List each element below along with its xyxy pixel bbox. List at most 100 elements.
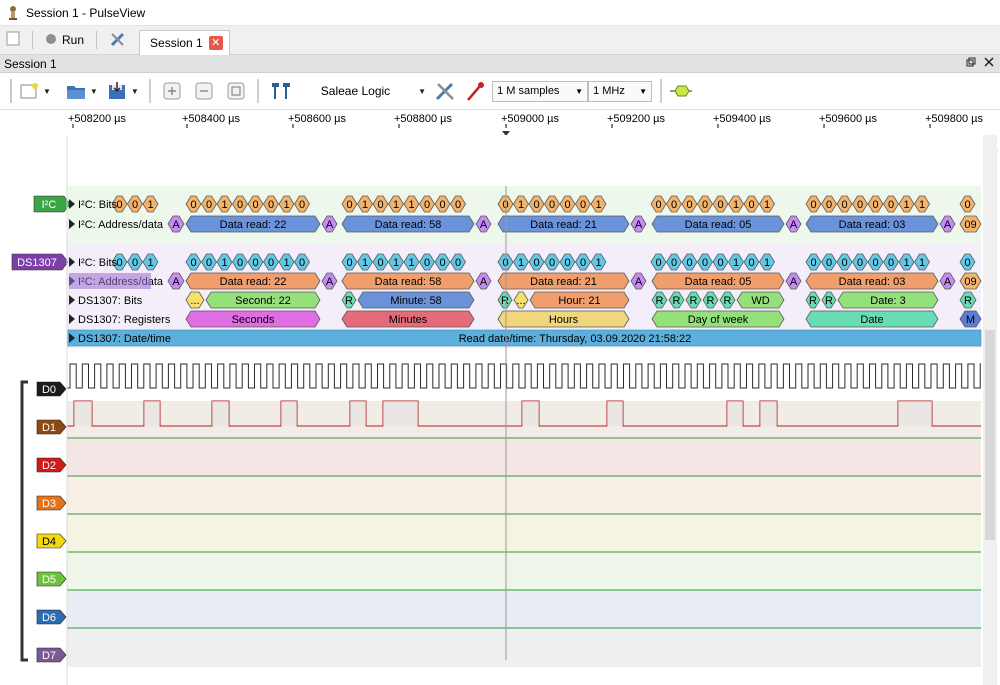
- ds-i2c-bits-bit: [712, 253, 729, 271]
- i2c-bits-bit: [681, 195, 698, 213]
- sample-count-select[interactable]: 1 M samples ▼: [492, 80, 589, 102]
- channel-badge-d5[interactable]: [36, 571, 67, 587]
- tab-close-icon[interactable]: ✕: [208, 35, 223, 50]
- tab-session-1[interactable]: Session 1 ✕: [139, 29, 230, 55]
- i2c-addr-data-read: [805, 215, 939, 233]
- window-title: Session 1 - PulseView: [26, 5, 146, 20]
- zoom-fit-icon[interactable]: [225, 80, 247, 102]
- configure-device-icon[interactable]: [434, 80, 456, 102]
- ds1307-r: [805, 291, 821, 309]
- tab-label: Session 1: [150, 35, 203, 50]
- title-bar: Session 1 - PulseView: [0, 0, 1000, 26]
- i2c-bits-bit-label: 0: [439, 199, 445, 211]
- i2c-bits-bit-label: 0: [268, 199, 274, 211]
- i2c-bits-bit: [867, 195, 884, 213]
- ds-i2c-bits-bit: [528, 253, 545, 271]
- i2c-bits-bit-label: 0: [533, 199, 539, 211]
- new-view-icon[interactable]: [18, 80, 40, 102]
- d1-high-region: [898, 401, 932, 426]
- ds-i2c-bits-bit-label: 1: [408, 257, 414, 269]
- restore-icon[interactable]: [966, 57, 976, 70]
- ds1307-decoder-badge[interactable]: [11, 253, 69, 271]
- save-file-icon[interactable]: [106, 80, 128, 102]
- channel-badge-d6[interactable]: [36, 609, 67, 625]
- ds-i2c-addr-ack: [630, 272, 647, 290]
- i2c-bits-bit-label: 0: [549, 199, 555, 211]
- i2c-bits-bit: [232, 195, 248, 213]
- ds1307-register: [651, 310, 785, 328]
- scrollbar-thumb[interactable]: [985, 330, 995, 540]
- d1-high-region: [760, 401, 777, 426]
- i2c-bits-bit-label: 0: [748, 199, 754, 211]
- chevron-down-icon[interactable]: ▼: [89, 86, 98, 96]
- close-icon[interactable]: [984, 57, 994, 70]
- i2c-bits-bit: [898, 195, 915, 213]
- ds-i2c-bits-bit: [341, 253, 358, 271]
- i2c-bits-bit-label: 0: [377, 199, 383, 211]
- i2c-bits-bit-label: 1: [221, 199, 227, 211]
- ds-i2c-bits-bit: [575, 253, 591, 271]
- ds1307-register: [185, 310, 321, 328]
- i2c-bits-bit-label: 0: [564, 199, 570, 211]
- channel-badge-d2[interactable]: [36, 457, 67, 473]
- i2c-bits-bit-label: 1: [147, 199, 153, 211]
- ds1307-r-label: R: [656, 295, 664, 307]
- ds-i2c-addr-ack: [475, 272, 492, 290]
- ds1307-r: [821, 291, 837, 309]
- open-file-icon[interactable]: [65, 80, 87, 102]
- zoom-in-icon[interactable]: [161, 80, 183, 102]
- sample-rate-select[interactable]: 1 MHz ▼: [588, 80, 653, 102]
- channel-badge-d0[interactable]: [36, 381, 67, 397]
- document-icon: [6, 31, 20, 49]
- ds-i2c-bits-bit-label: 1: [362, 257, 368, 269]
- channel-badge-d1[interactable]: [36, 419, 67, 435]
- vertical-scrollbar[interactable]: [983, 135, 997, 685]
- probe-config-icon[interactable]: [464, 80, 486, 102]
- channel-band: [67, 591, 981, 629]
- run-button[interactable]: Run: [39, 28, 90, 52]
- channel-badge-d7[interactable]: [36, 647, 67, 663]
- settings-tools-button[interactable]: [103, 28, 133, 52]
- i2c-bits-bit: [590, 195, 607, 213]
- ds1307-datetime-row-label-expand-icon[interactable]: [69, 333, 75, 343]
- add-decoder-icon[interactable]: [670, 80, 693, 102]
- channel-badge-d3[interactable]: [36, 495, 67, 511]
- i2c-bits-row-label-expand-icon[interactable]: [69, 199, 75, 209]
- cursor-markers-icon[interactable]: [269, 80, 291, 102]
- i2c-bits-bit-label: 0: [841, 199, 847, 211]
- ds-i2c-bits-row-label-expand-icon[interactable]: [69, 257, 75, 267]
- ds1307-hour: [529, 291, 630, 309]
- ds1307-registers-row-label: DS1307: Registers: [78, 314, 171, 326]
- device-selector[interactable]: Saleae Logic ▼: [321, 84, 426, 98]
- ds-i2c-bits-bit-label: 0: [206, 257, 212, 269]
- i2c-bits-bit-label: 0: [810, 199, 816, 211]
- ds-i2c-bits-bit: [372, 253, 389, 271]
- i2c-bits-bit: [575, 195, 591, 213]
- i2c-bits-bit-label: 1: [408, 199, 414, 211]
- waveform-view[interactable]: +508200 µs +508400 µs +508600 µs +508800 µs…: [0, 110, 1000, 685]
- i2c-bits-bit-label: 0: [237, 199, 243, 211]
- chevron-down-icon[interactable]: ▼: [43, 86, 51, 96]
- ds1307-register: [497, 310, 630, 328]
- zoom-out-icon[interactable]: [193, 80, 215, 102]
- ds1307-bits-ellipsis-label: ...: [516, 295, 525, 307]
- i2c-bits-bit: [111, 195, 128, 213]
- i2c-addr-row-label-expand-icon[interactable]: [69, 219, 75, 229]
- ds1307-r-label: R: [690, 295, 698, 307]
- toolbar-separator: [148, 79, 151, 103]
- d1-high-region: [350, 401, 366, 426]
- channel-label-d1: D1: [42, 422, 56, 434]
- ds1307-bits-row-label-expand-icon[interactable]: [69, 295, 75, 305]
- ds-i2c-bits-bit: [728, 253, 744, 271]
- chevron-down-icon[interactable]: ▼: [130, 86, 139, 96]
- ds-i2c-bits-bit: [559, 253, 576, 271]
- channel-badge-d4[interactable]: [36, 533, 67, 549]
- i2c-bits-bit: [883, 195, 899, 213]
- ds1307-registers-row-label-expand-icon[interactable]: [69, 314, 75, 324]
- channel-band: [67, 439, 981, 477]
- row-label-highlight: [69, 273, 151, 289]
- new-session-button[interactable]: [0, 28, 26, 52]
- ds-i2c-bits-bit-label: 0: [455, 257, 461, 269]
- ds-i2c-addr-data-read-label: Data read: 03: [839, 276, 906, 288]
- ds-i2c-bits-bit-label: 1: [595, 257, 601, 269]
